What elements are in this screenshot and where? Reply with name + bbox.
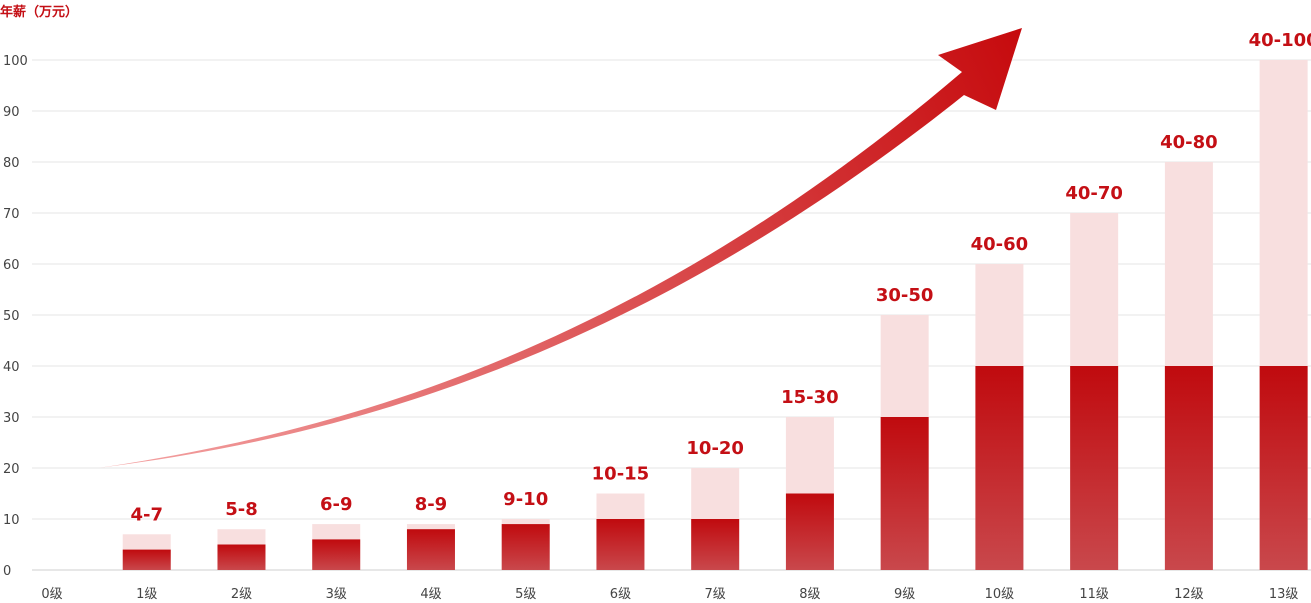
x-tick-label: 7级 [705,587,726,602]
x-tick-label: 5级 [515,587,536,602]
x-tick-label: 11级 [1079,587,1109,602]
bar-min [880,417,929,570]
y-tick-label: 0 [3,564,11,579]
x-tick-label: 3级 [326,587,347,602]
bar-min [122,549,171,570]
bar-data-label: 5-8 [225,499,258,520]
bar-data-label: 6-9 [320,494,353,515]
bar-data-label: 15-30 [781,387,839,408]
x-tick-label: 2级 [231,587,252,602]
bar-min [312,539,361,570]
x-tick-label: 1级 [136,587,157,602]
bar-data-label: 30-50 [876,285,934,306]
bar-min [596,519,645,570]
y-tick-label: 50 [3,309,20,324]
bar-min [217,544,266,570]
y-tick-label: 20 [3,462,20,477]
y-tick-label: 60 [3,258,20,273]
bar-min [691,519,740,570]
y-tick-label: 90 [3,105,20,120]
x-tick-label: 4级 [420,587,441,602]
bar-data-label: 10-20 [686,438,744,459]
bar-data-label: 4-7 [130,504,163,525]
bar-min [406,529,455,570]
data-labels: 4-7 5-8 6-9 8-9 9-10 10-15 10-20 15-30 30-50 40-6… [130,30,1311,525]
x-tick-label: 12级 [1174,587,1204,602]
bar-data-label: 40-80 [1160,132,1218,153]
y-tick-label: 30 [3,411,20,426]
x-tick-label: 0级 [41,587,62,602]
y-axis-title: 年薪（万元） [0,4,78,20]
x-tick-label: 6级 [610,587,631,602]
x-tick-label: 9级 [894,587,915,602]
x-tick-label: 10级 [985,587,1015,602]
bar-min [1070,366,1119,570]
y-tick-label: 70 [3,207,20,222]
bar-data-label: 10-15 [592,464,650,485]
bars [122,60,1308,570]
bar-data-label: 8-9 [415,494,448,515]
bar-data-label: 40-60 [971,234,1029,255]
gridlines [32,59,1311,571]
y-axis-ticks: 0 10 20 30 40 50 60 70 80 90 100 [3,54,28,579]
x-tick-label: 8级 [799,587,820,602]
bar-min [501,524,550,570]
x-axis-ticks: 0级 1级 2级 3级 4级 5级 6级 7级 8级 9级 10级 11级 12级 13级 [41,587,1298,602]
bar-data-label: 9-10 [503,489,548,510]
bar-data-label: 40-100 [1249,30,1311,51]
bar-min [975,366,1024,570]
bar-min [1259,366,1308,570]
y-tick-label: 100 [3,54,28,69]
y-tick-label: 10 [3,513,20,528]
y-tick-label: 80 [3,156,20,171]
bar-data-label: 40-70 [1065,183,1123,204]
y-tick-label: 40 [3,360,20,375]
x-tick-label: 13级 [1269,587,1299,602]
bar-min [785,493,834,570]
bar-min [1164,366,1213,570]
